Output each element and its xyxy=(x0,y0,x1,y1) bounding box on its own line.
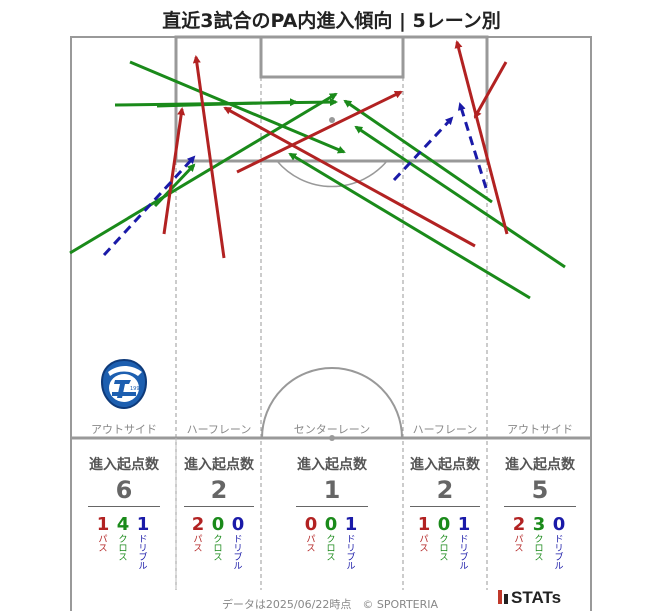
dribble-arrows xyxy=(102,102,488,257)
lane-dribble-count: 1 ドリブル xyxy=(344,514,358,572)
lane-dribble-count: 0 ドリブル xyxy=(231,514,245,572)
arrow-cross xyxy=(354,125,566,269)
lane-label-half-left: ハーフレーン xyxy=(186,423,252,436)
brand-bar-icon xyxy=(504,594,508,604)
arrow-pass xyxy=(473,61,508,119)
cross-arrows xyxy=(69,60,566,300)
chart-title: 直近3試合のPA内進入傾向 | 5レーン別 xyxy=(162,10,501,32)
arrow-cross xyxy=(156,98,298,108)
lane-cross-count: 3 クロス xyxy=(532,514,546,563)
lane-cross-count: 0 クロス xyxy=(211,514,225,563)
brand-logo: STATs xyxy=(498,588,561,608)
lane-stat-heading: 進入起点数 xyxy=(184,457,254,473)
lane-stat-heading: 進入起点数 xyxy=(505,457,575,473)
lane-cross-count: 0 クロス xyxy=(324,514,338,563)
lane-stat-total: 6 xyxy=(115,476,133,504)
lane-stat-heading: 進入起点数 xyxy=(410,457,480,473)
lane-pass-count: 2 パス xyxy=(191,514,205,554)
footer-credit: データは2025/06/22時点 © SPORTERIA xyxy=(221,598,439,611)
lane-label-half-right: ハーフレーン xyxy=(412,423,478,436)
center-spot xyxy=(329,435,335,441)
penalty-area xyxy=(174,35,489,163)
lane-stat-heading: 進入起点数 xyxy=(297,457,367,473)
lane-cross-count: 4 クロス xyxy=(116,514,130,563)
arrow-cross xyxy=(153,163,196,208)
pass-arrows xyxy=(162,40,509,259)
arrow-dribble xyxy=(102,155,196,257)
arrow-dribble xyxy=(457,102,488,189)
club-emblem: 1994 xyxy=(100,358,148,410)
lane-stat-underline xyxy=(504,506,576,507)
lane-cross-count: 0 クロス xyxy=(437,514,451,563)
lane-stat-total: 1 xyxy=(323,476,341,504)
lane-label-outside-left: アウトサイド xyxy=(91,423,157,436)
lane-pass-count: 1 パス xyxy=(96,514,110,554)
brand-bar-icon xyxy=(498,590,502,604)
lane-stat-total: 5 xyxy=(531,476,549,504)
goal-area xyxy=(259,35,405,79)
arrow-pass xyxy=(223,106,476,248)
svg-text:1994: 1994 xyxy=(130,386,143,392)
arrow-cross xyxy=(69,92,338,255)
arrow-pass xyxy=(454,40,509,235)
arrow-pass xyxy=(236,90,403,174)
lane-pass-count: 1 パス xyxy=(417,514,431,554)
lane-label-center: センターレーン xyxy=(293,423,371,436)
arrow-cross xyxy=(288,152,531,300)
lane-label-outside-right: アウトサイド xyxy=(507,423,573,436)
penalty-spot xyxy=(329,117,335,123)
lane-dribble-count: 1 ドリブル xyxy=(457,514,471,572)
penalty-arc xyxy=(276,160,388,188)
lane-pass-count: 0 パス xyxy=(304,514,318,554)
lane-dribble-count: 1 ドリブル xyxy=(136,514,150,572)
lane-stat-heading: 進入起点数 xyxy=(89,457,159,473)
lane-stat-total: 2 xyxy=(436,476,454,504)
lane-stat-total: 2 xyxy=(210,476,228,504)
lane-stat-underline xyxy=(410,506,480,507)
arrow-pass xyxy=(192,55,226,259)
arrow-cross xyxy=(343,99,493,204)
lane-stat-underline xyxy=(296,506,368,507)
lane-pass-count: 2 パス xyxy=(512,514,526,554)
lane-stat-underline xyxy=(88,506,160,507)
arrow-pass xyxy=(162,107,186,235)
lane-stat-underline xyxy=(184,506,254,507)
lane-dribble-count: 0 ドリブル xyxy=(552,514,566,572)
center-circle xyxy=(261,367,403,439)
